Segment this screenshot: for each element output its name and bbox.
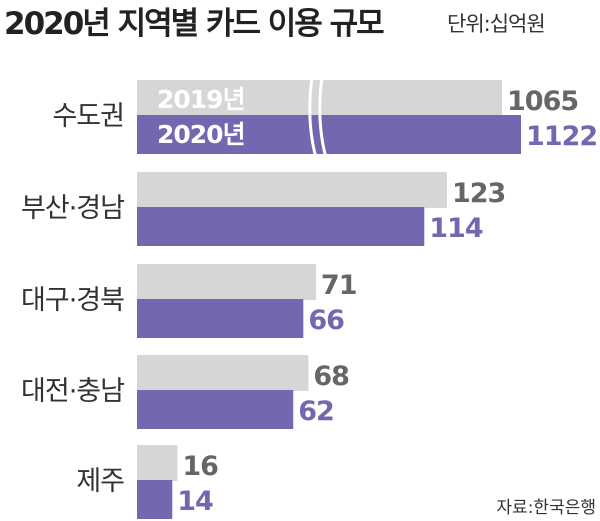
bar-2019 bbox=[137, 172, 447, 208]
data-label: 1065 bbox=[507, 86, 578, 117]
data-label: 14 bbox=[177, 486, 213, 517]
category-label: 제주 bbox=[76, 466, 124, 497]
data-label: 123 bbox=[452, 178, 505, 209]
bar-2019 bbox=[137, 264, 316, 300]
bar-2019 bbox=[137, 355, 309, 391]
data-label: 62 bbox=[298, 396, 334, 427]
bar-2019 bbox=[137, 445, 178, 481]
axis-break-mark bbox=[308, 77, 318, 159]
bar-2020 bbox=[137, 390, 294, 429]
data-label: 16 bbox=[182, 451, 218, 482]
category-label: 부산·경남 bbox=[21, 193, 124, 224]
bar-2020 bbox=[137, 115, 521, 154]
bar-2020 bbox=[137, 480, 173, 519]
chart-title: 2020년 지역별 카드 이용 규모 bbox=[4, 6, 384, 42]
data-label: 66 bbox=[308, 305, 344, 336]
axis-break-mark bbox=[318, 77, 328, 159]
category-label: 대구·경북 bbox=[21, 285, 124, 316]
data-label: 114 bbox=[429, 213, 483, 244]
source-label: 자료:한국은행 bbox=[496, 498, 596, 518]
data-label: 71 bbox=[321, 270, 357, 301]
legend-label: 2019년 bbox=[157, 85, 245, 114]
legend-label: 2020년 bbox=[157, 120, 245, 149]
category-label: 수도권 bbox=[52, 101, 124, 132]
unit-label: 단위:십억원 bbox=[447, 12, 545, 36]
category-label: 대전·충남 bbox=[21, 376, 124, 407]
data-label: 68 bbox=[313, 361, 349, 392]
bar-2020 bbox=[137, 299, 304, 338]
bar-2020 bbox=[137, 207, 425, 246]
data-label: 1122 bbox=[526, 121, 597, 152]
